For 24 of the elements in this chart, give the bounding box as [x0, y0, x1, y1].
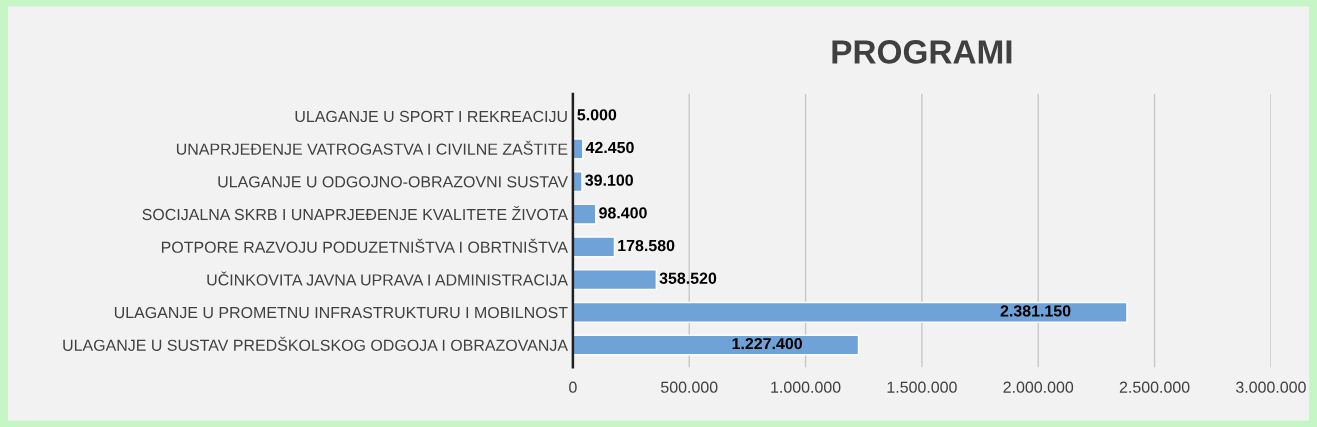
data-label: 178.580	[618, 239, 675, 252]
y-tick-label: UNAPRJEĐENJE VATROGASTVA I CIVILNE ZAŠTITE	[176, 140, 568, 155]
data-label: 39.100	[585, 174, 633, 186]
x-tick-label: 0	[569, 381, 577, 393]
x-tick-label: 1.000.000	[771, 381, 841, 393]
x-tick-label: 2.000.000	[1003, 381, 1074, 393]
data-label: 42.450	[585, 141, 634, 154]
data-label: 358.520	[659, 272, 717, 284]
data-label: 98.400	[599, 207, 647, 219]
y-tick-label: ULAGANJE U SPORT I REKREACIJU	[295, 110, 567, 123]
data-label: 5.000	[577, 109, 617, 121]
y-tick-label: UČINKOVITA JAVNA UPRAVA I ADMINISTRACIJA	[207, 271, 568, 286]
y-tick-label: SOCIJALNA SKRB I UNAPRJEĐENJE KVALITETE ŽIVOTA	[142, 206, 568, 221]
y-tick-label: ULAGANJE U SUSTAV PREDŠKOLSKOG ODGOJA I OBRAZOVANJA	[63, 336, 568, 351]
data-label: 2.381.150	[1000, 305, 1071, 317]
x-tick-label: 3.000.000	[1235, 381, 1306, 393]
x-tick-label: 500.000	[661, 381, 718, 393]
x-tick-label: 2.500.000	[1119, 381, 1190, 393]
x-tick-label: 1.500.000	[887, 381, 957, 393]
y-tick-label: POTPORE RAZVOJU PODUZETNIŠTVA I OBRTNIŠTVA	[161, 238, 568, 253]
y-tick-label: ULAGANJE U ODGOJNO-OBRAZOVNI SUSTAV	[218, 176, 568, 188]
chart-title: PROGRAMI	[832, 40, 1012, 64]
y-tick-label: ULAGANJE U PROMETNU INFRASTRUKTURU I MOBILNOST	[114, 306, 568, 319]
data-label: 1.227.400	[732, 337, 802, 350]
